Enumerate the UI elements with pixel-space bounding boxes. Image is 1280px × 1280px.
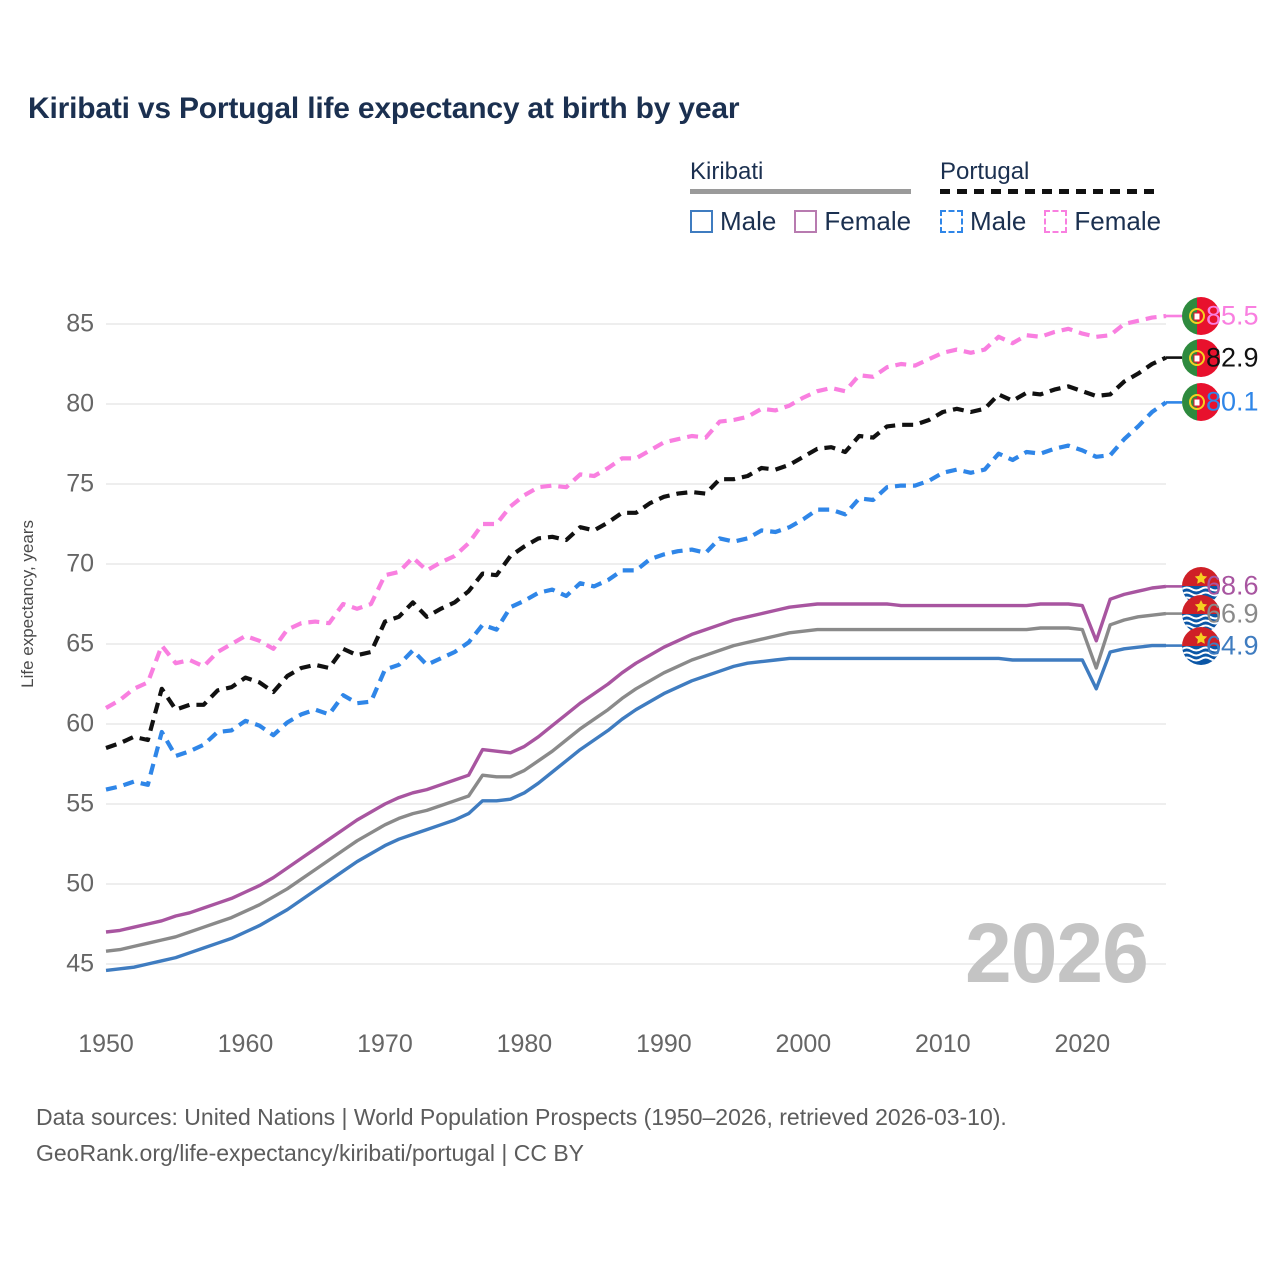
x-axis-tick-label: 1950	[78, 1030, 134, 1058]
legend-swatch-icon	[690, 210, 713, 233]
series-end-value-label: 82.9	[1206, 342, 1259, 373]
series-line-portugal-male	[105, 400, 1168, 792]
y-axis-title: Life expectancy, years	[18, 520, 37, 688]
series-line-portugal-female	[104, 313, 1167, 710]
legend-item-label: Female	[1074, 206, 1162, 236]
legend-item-kiribati-female[interactable]: Female	[794, 206, 911, 237]
legend-items: Male Female	[940, 206, 1161, 237]
flag-icon-kiribati	[1182, 626, 1220, 665]
legend-item-label: Male	[720, 206, 777, 236]
series-line-kiribati-male	[105, 643, 1166, 973]
x-axis-tick-label: 1980	[496, 1030, 553, 1058]
series-line-kiribati-female	[105, 584, 1167, 934]
series-end-value-label: 85.5	[1206, 300, 1259, 331]
x-axis-tick-label: 2020	[1054, 1030, 1111, 1058]
legend-item-label: Male	[970, 206, 1027, 236]
footer-line-1: Data sources: United Nations | World Pop…	[36, 1104, 1007, 1130]
legend-group-rule-solid	[690, 189, 912, 194]
y-axis-tick-label: 65	[66, 629, 94, 658]
legend-group-header-portugal: Portugal	[940, 158, 1162, 194]
footer-sources: Data sources: United Nations | World Pop…	[36, 1100, 1007, 1171]
legend-group-kiribati: Kiribati Male Female	[690, 158, 912, 237]
y-axis-tick-label: 80	[66, 389, 94, 418]
footer-line-2: GeoRank.org/life-expectancy/kiribati/por…	[36, 1139, 585, 1166]
legend-item-portugal-male[interactable]: Male	[940, 206, 1026, 237]
flag-icon-portugal	[1182, 297, 1220, 335]
flag-icon-portugal	[1182, 383, 1220, 422]
series-end-value-label: 80.1	[1206, 386, 1259, 417]
legend-group-rule-dashed	[940, 189, 1162, 194]
series-end-value-label: 64.9	[1206, 630, 1259, 661]
flag-icon-portugal	[1182, 338, 1220, 377]
x-axis-tick-label: 2010	[915, 1030, 971, 1058]
x-axis-tick-label: 1960	[217, 1030, 274, 1058]
year-watermark: 2026	[965, 906, 1149, 1000]
y-axis-tick-label: 50	[66, 869, 94, 898]
legend-swatch-icon	[794, 210, 818, 233]
series-end-value-label: 68.6	[1206, 570, 1259, 601]
legend-swatch-icon	[1044, 210, 1068, 233]
legend-group-title: Portugal	[940, 158, 1030, 185]
x-axis-tick-label: 1970	[357, 1030, 413, 1058]
chart-legend: Kiribati Male Female Portugal Male Female	[690, 158, 1250, 243]
x-axis-tick-label: 1990	[636, 1030, 692, 1058]
legend-swatch-icon	[940, 210, 963, 233]
y-axis-tick-label: 45	[66, 949, 94, 978]
series-line-portugal-total	[105, 355, 1167, 750]
page-title: Kiribati vs Portugal life expectancy at …	[28, 92, 740, 125]
legend-group-title: Kiribati	[690, 158, 764, 185]
x-axis-tick-label: 2000	[775, 1030, 832, 1058]
y-axis-tick-label: 85	[66, 309, 94, 338]
legend-group-portugal: Portugal Male Female	[940, 158, 1162, 237]
y-axis-tick-label: 60	[66, 709, 94, 738]
series-line-kiribati-total	[105, 611, 1167, 953]
y-axis-tick-label: 75	[66, 469, 94, 498]
legend-item-label: Female	[824, 206, 912, 236]
y-axis-tick-label: 55	[66, 789, 94, 818]
y-axis-tick-label: 70	[66, 549, 94, 578]
legend-item-portugal-female[interactable]: Female	[1044, 206, 1161, 237]
series-end-value-label: 66.9	[1206, 598, 1259, 629]
legend-items: Male Female	[690, 206, 911, 237]
legend-item-kiribati-male[interactable]: Male	[690, 206, 776, 237]
legend-group-header-kiribati: Kiribati	[690, 158, 912, 194]
